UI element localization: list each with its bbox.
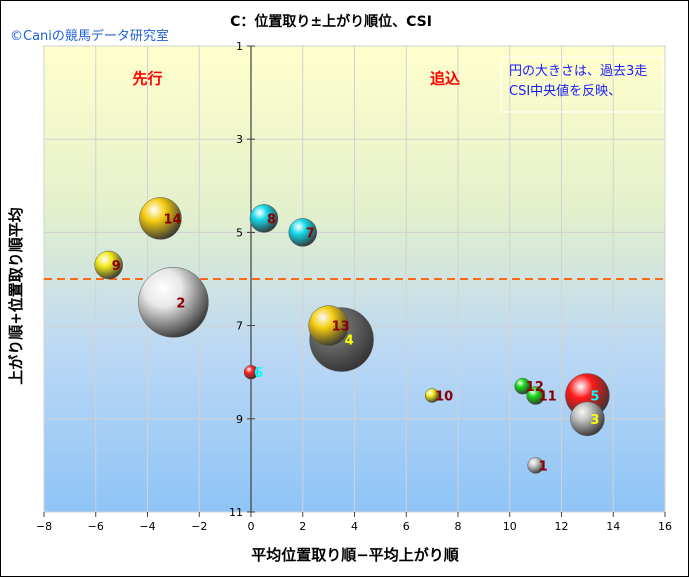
bubble-circle-1 bbox=[527, 457, 544, 474]
bubble-13: 13 bbox=[308, 305, 350, 346]
bubble-label-1: 1 bbox=[539, 459, 548, 474]
bubble-circle-10 bbox=[424, 388, 440, 403]
bubble-label-4: 4 bbox=[345, 334, 354, 349]
bubble-10: 10 bbox=[424, 388, 453, 405]
x-tick-label: −6 bbox=[88, 520, 104, 533]
bubble-circle-14 bbox=[139, 197, 182, 240]
bubble-label-12: 12 bbox=[526, 380, 544, 395]
x-tick-label: 0 bbox=[248, 520, 255, 533]
y-axis-label: 上がり順+位置取り順平均 bbox=[7, 207, 25, 385]
bubble-label-7: 7 bbox=[306, 226, 315, 241]
bubble-circle-8 bbox=[249, 204, 279, 233]
bubble-9: 9 bbox=[94, 250, 123, 280]
bubble-circle-11 bbox=[526, 386, 545, 405]
bubble-6: 6 bbox=[243, 364, 263, 381]
legend-note-line-2: CSI中央値を反映、 bbox=[509, 83, 621, 99]
bubble-label-9: 9 bbox=[112, 259, 121, 274]
x-tick-label: 2 bbox=[299, 520, 306, 533]
bubble-2: 2 bbox=[138, 267, 209, 338]
bubble-label-8: 8 bbox=[267, 212, 276, 227]
bubble-8: 8 bbox=[249, 204, 279, 233]
y-tick-label: 9 bbox=[236, 413, 243, 426]
bubble-circle-3 bbox=[570, 401, 605, 437]
legend-note-line-1: 円の大きさは、過去3走 bbox=[509, 64, 647, 79]
chart-title: C：位置取り±上がり順位、CSI bbox=[230, 13, 432, 30]
bubble-11: 11 bbox=[526, 386, 557, 405]
bubble-label-5: 5 bbox=[590, 390, 599, 405]
y-tick-label: 7 bbox=[236, 320, 243, 333]
y-tick-label: 3 bbox=[236, 133, 243, 146]
bubble-3: 3 bbox=[570, 401, 605, 437]
bubble-circle-9 bbox=[94, 250, 123, 280]
legend-note: 円の大きさは、過去3走 CSI中央値を反映、 bbox=[500, 56, 664, 113]
y-tick-label: 5 bbox=[236, 226, 243, 239]
bubble-label-6: 6 bbox=[254, 366, 263, 381]
bubble-label-3: 3 bbox=[590, 413, 599, 428]
x-tick-label: −2 bbox=[191, 520, 207, 533]
copyright-text: ©Caniの競馬データ研究室 bbox=[10, 28, 169, 44]
bubble-14: 14 bbox=[139, 197, 182, 240]
bubble-label-13: 13 bbox=[332, 320, 350, 335]
axes bbox=[43, 45, 666, 517]
bubble-1: 1 bbox=[527, 457, 548, 474]
bubble-circle-13 bbox=[308, 305, 349, 346]
x-tick-label: 6 bbox=[403, 520, 410, 533]
x-tick-label: 14 bbox=[606, 520, 620, 533]
bubble-circle-2 bbox=[138, 267, 209, 338]
annotation-senko: 先行 bbox=[132, 69, 162, 87]
x-tick-label: 10 bbox=[503, 520, 517, 533]
x-tick-label: 4 bbox=[351, 520, 358, 533]
legend-note-box bbox=[500, 56, 664, 113]
bubble-label-10: 10 bbox=[435, 390, 453, 405]
y-tick-label: 1 bbox=[236, 40, 243, 53]
x-tick-label: 12 bbox=[555, 520, 569, 533]
bubble-7: 7 bbox=[288, 218, 317, 247]
x-tick-label: 8 bbox=[455, 520, 462, 533]
bubble-circle-7 bbox=[288, 218, 317, 247]
x-tick-label: −8 bbox=[36, 520, 52, 533]
bubble-circle-6 bbox=[243, 364, 259, 380]
bubble-label-14: 14 bbox=[163, 212, 181, 227]
x-tick-label: 16 bbox=[658, 520, 672, 533]
bubble-label-11: 11 bbox=[539, 390, 557, 405]
x-tick-label: −4 bbox=[139, 520, 155, 533]
y-tick-label: 11 bbox=[229, 506, 243, 519]
bubble-circle-12 bbox=[514, 377, 531, 395]
bubble-12: 12 bbox=[514, 377, 544, 395]
annotation-oikomi: 追込 bbox=[430, 69, 460, 87]
bubble-label-2: 2 bbox=[176, 296, 185, 311]
x-axis-label: 平均位置取り順−平均上がり順 bbox=[251, 546, 460, 564]
